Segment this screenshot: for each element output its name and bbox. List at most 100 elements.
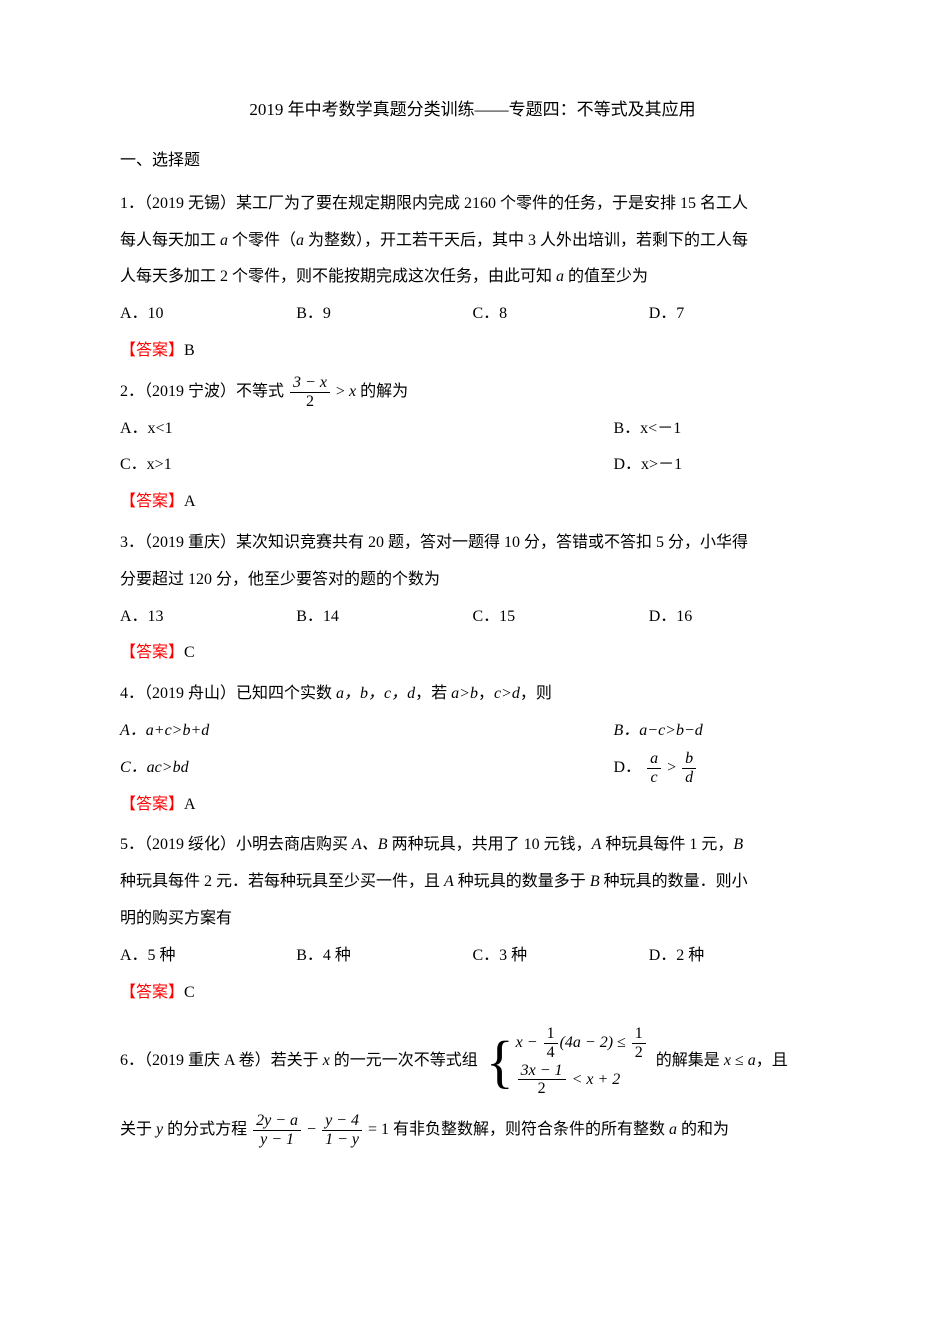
- q6-sys2-frac: 3x − 12: [518, 1062, 566, 1098]
- q4-answer-letter: A: [184, 796, 196, 813]
- q2-opt-d-text: D．x>－1: [614, 456, 683, 473]
- q2-suffix: 的解为: [356, 383, 408, 400]
- q6-l2-mid: 的分式方程: [163, 1121, 247, 1138]
- q6-sys1-f2-den: 2: [632, 1044, 646, 1062]
- q4-stem: 4．（2019 舟山）已知四个实数 a，b，c，d，若 a>b，c>d，则: [120, 676, 825, 713]
- q1-opt-c: C．8: [473, 296, 649, 333]
- page-title: 2019 年中考数学真题分类训练——专题四：不等式及其应用: [120, 90, 825, 129]
- q6-sys1-f2-num: 1: [632, 1025, 646, 1044]
- q4-prefix: 4．（2019 舟山）已知四个实数: [120, 685, 336, 702]
- q5-opt-b: B．4 种: [296, 938, 472, 975]
- q6-l1-x: x: [323, 1052, 330, 1069]
- q5-l1-pre: 5．（2019 绥化）小明去商店购买: [120, 836, 352, 853]
- q5-line3: 明的购买方案有: [120, 901, 825, 938]
- q6-l2-a: a: [669, 1121, 677, 1138]
- q4-opt-d: D． a c > b d: [614, 750, 826, 787]
- q6-eq-minus: −: [307, 1121, 320, 1138]
- q3-opt-d: D．16: [649, 599, 825, 636]
- q6-sys2-f-den: 2: [518, 1080, 566, 1098]
- q2-answer: 【答案】A: [120, 484, 825, 521]
- q6-sys1-frac1: 14: [544, 1025, 558, 1061]
- question-6: 6．（2019 重庆 A 卷）若关于 x 的一元一次不等式组 { x − 14(…: [120, 1025, 825, 1148]
- q1-answer: 【答案】B: [120, 333, 825, 370]
- q2-fraction: 3 − x 2: [290, 374, 330, 410]
- q1-line1: 1．（2019 无锡）某工厂为了要在规定期限内完成 2160 个零件的任务，于是…: [120, 186, 825, 223]
- q6-l2-post: 的和为: [677, 1121, 729, 1138]
- brace-icon: {: [486, 1033, 514, 1091]
- q2-stem: 2．（2019 宁波）不等式 3 − x 2 > x 的解为: [120, 374, 825, 411]
- q3-options: A．13 B．14 C．15 D．16: [120, 599, 825, 636]
- section-heading: 一、选择题: [120, 143, 825, 180]
- q6-eq-f2-den: 1 − y: [322, 1131, 362, 1149]
- q1-opt-a: A．10: [120, 296, 296, 333]
- q4-comma: ，: [478, 685, 494, 702]
- q5-opt-d: D．2 种: [649, 938, 825, 975]
- q2-opt-c: C．x>1: [120, 447, 614, 484]
- q5-answer: 【答案】C: [120, 975, 825, 1012]
- q5-l1-A: A: [592, 836, 602, 853]
- q1-options: A．10 B．9 C．8 D．7: [120, 296, 825, 333]
- q2-answer-prefix: 【答案】: [120, 493, 184, 510]
- q3-opt-c: C．15: [473, 599, 649, 636]
- q6-line2: 关于 y 的分式方程 2y − ay − 1 − y − 41 − y = 1 …: [120, 1112, 825, 1149]
- q3-opt-a: A．13: [120, 599, 296, 636]
- q6-eq-f2-num: y − 4: [322, 1112, 362, 1131]
- q1-opt-d: D．7: [649, 296, 825, 333]
- q6-eq-frac2: y − 41 − y: [322, 1112, 362, 1148]
- q2-prefix: 2．（2019 宁波）不等式: [120, 383, 284, 400]
- q1-line2: 每人每天加工 a 个零件（a 为整数），开工若干天后，其中 3 人外出培训，若剩…: [120, 223, 825, 260]
- q5-opt-c: C．3 种: [473, 938, 649, 975]
- q6-l2-mid2: 有非负整数解，则符合条件的所有整数: [393, 1121, 669, 1138]
- q6-sys1-pre: x −: [516, 1034, 542, 1051]
- q2-opt-b: B．x<－1: [614, 411, 826, 448]
- q4-opt-d-frac1: a c: [647, 750, 661, 786]
- q3-opt-b: B．14: [296, 599, 472, 636]
- q6-l1-post2: ，且: [756, 1052, 788, 1069]
- q6-eq-f1-num: 2y − a: [253, 1112, 301, 1131]
- q2-opt-a: A．x<1: [120, 411, 614, 448]
- q4-cond1: a>b: [451, 685, 478, 702]
- q5-answer-letter: C: [184, 984, 195, 1001]
- q2-frac-num: 3 − x: [290, 374, 330, 393]
- q1-answer-letter: B: [184, 342, 195, 359]
- q6-sys1-f1-den: 4: [544, 1044, 558, 1062]
- q3-line2: 分要超过 120 分，他至少要答对的题的个数为: [120, 562, 825, 599]
- q6-l1-mid: 的一元一次不等式组: [330, 1052, 478, 1069]
- q6-sys1-frac2: 12: [632, 1025, 646, 1061]
- q6-sys-row2: 3x − 12 < x + 2: [516, 1062, 648, 1098]
- q1-var-a2: a: [296, 232, 304, 249]
- q6-l2-pre: 关于: [120, 1121, 156, 1138]
- q5-l2-post: 种玩具的数量．则小: [600, 873, 748, 890]
- q2-gt: >: [336, 383, 349, 400]
- q2-options-row2: C．x>1 D．x>－1: [120, 447, 825, 484]
- q6-l1-cond: x ≤ a: [724, 1052, 756, 1069]
- q4-opt-d-frac2: b d: [682, 750, 696, 786]
- q5-l1-B: B: [733, 836, 743, 853]
- q4-answer: 【答案】A: [120, 787, 825, 824]
- q6-sys-row1: x − 14(4a − 2) ≤ 12: [516, 1025, 648, 1061]
- q1-answer-prefix: 【答案】: [120, 342, 184, 359]
- page: 2019 年中考数学真题分类训练——专题四：不等式及其应用 一、选择题 1．（2…: [0, 0, 945, 1337]
- q6-eq-eq: = 1: [368, 1121, 389, 1138]
- q3-answer: 【答案】C: [120, 635, 825, 672]
- q2-options-row1: A．x<1 B．x<－1: [120, 411, 825, 448]
- q5-l1-mid2: 种玩具每件 1 元，: [601, 836, 733, 853]
- q3-answer-letter: C: [184, 644, 195, 661]
- question-2: 2．（2019 宁波）不等式 3 − x 2 > x 的解为 A．x<1 B．x…: [120, 374, 825, 521]
- question-5: 5．（2019 绥化）小明去商店购买 A、B 两种玩具，共用了 10 元钱，A …: [120, 827, 825, 1011]
- q6-sys1-mid: (4a − 2) ≤: [560, 1034, 630, 1051]
- q4-frac1-num: a: [647, 750, 661, 769]
- q4-vars: a，b，c，d: [336, 685, 415, 702]
- q1-var-a3: a: [556, 268, 564, 285]
- q5-answer-prefix: 【答案】: [120, 984, 184, 1001]
- q5-l2-mid: 种玩具的数量多于: [454, 873, 590, 890]
- q6-system-content: x − 14(4a − 2) ≤ 12 3x − 12 < x + 2: [516, 1025, 648, 1097]
- q2-opt-c-text: C．x>1: [120, 456, 172, 473]
- question-3: 3．（2019 重庆）某次知识竞赛共有 20 题，答对一题得 10 分，答错或不…: [120, 525, 825, 672]
- q1-line3: 人每天多加工 2 个零件，则不能按期完成这次任务，由此可知 a 的值至少为: [120, 259, 825, 296]
- q3-line1: 3．（2019 重庆）某次知识竞赛共有 20 题，答对一题得 10 分，答错或不…: [120, 525, 825, 562]
- q6-line1: 6．（2019 重庆 A 卷）若关于 x 的一元一次不等式组 { x − 14(…: [120, 1025, 825, 1097]
- q5-l2-pre: 种玩具每件 2 元．若每种玩具至少买一件，且: [120, 873, 444, 890]
- q2-frac-den: 2: [290, 393, 330, 411]
- q1-line3-post: 的值至少为: [564, 268, 648, 285]
